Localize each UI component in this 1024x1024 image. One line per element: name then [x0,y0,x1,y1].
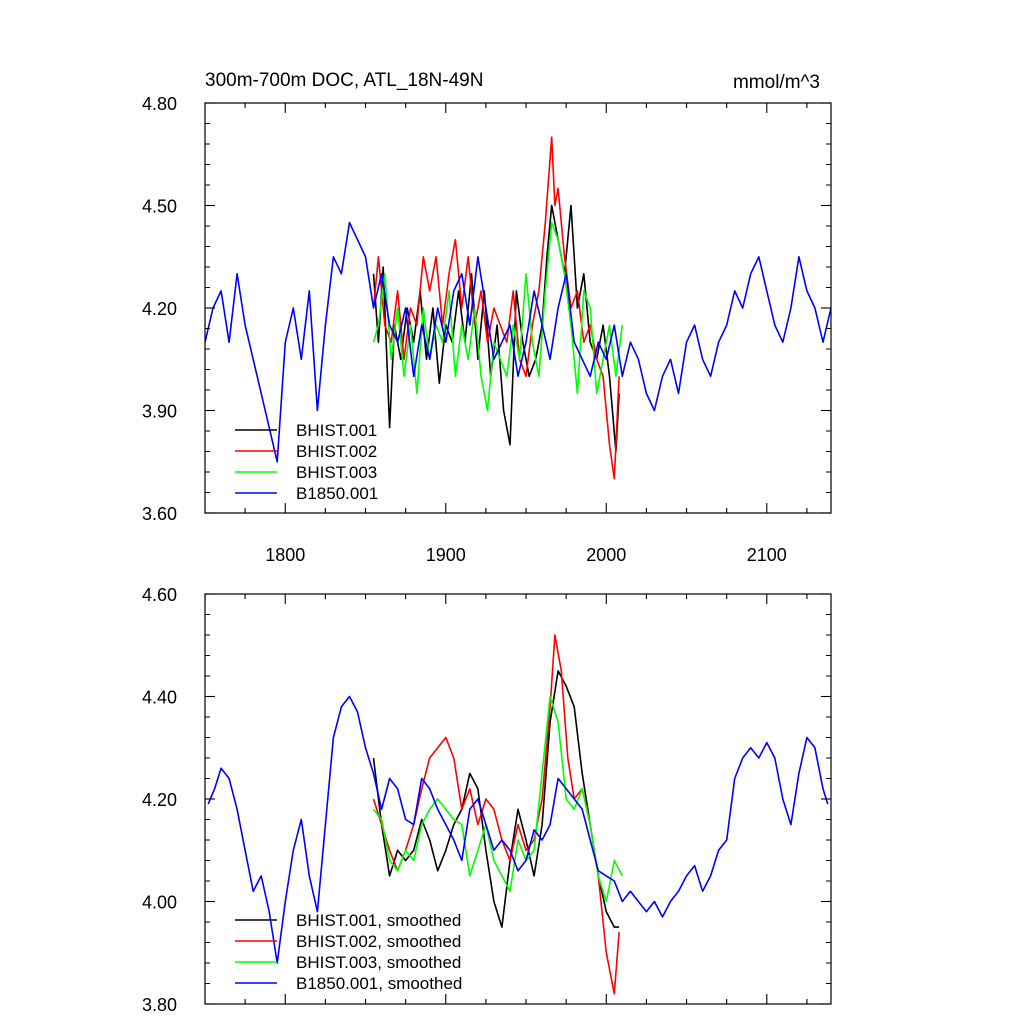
chart-panel-1: 3.60 3.90 4.20 4.50 4.80 1800 1900 2000 2100 300m… [142,70,832,565]
chart-units: mmol/m^3 [733,72,820,93]
y-tick-label: 4.50 [142,197,177,217]
series-line-4 [205,221,831,463]
y-tick-label: 3.80 [142,995,177,1015]
series-group [207,634,829,995]
x-tick-label: 2000 [586,545,626,565]
legend-entry: BHIST.001 [296,421,377,440]
chart-title: 300m-700m DOC, ATL_18N-49N [205,70,483,91]
x-tick-label: 1800 [265,545,305,565]
y-tick-label: 4.40 [142,688,177,708]
series-line-3 [372,695,624,903]
y-tick-label: 3.90 [142,402,177,422]
legend-entry: BHIST.002, smoothed [296,932,461,951]
y-tick-label: 4.60 [142,585,177,605]
series-line-1 [372,670,620,928]
legend-entry: B1850.001, smoothed [296,974,462,993]
series-line-4 [207,695,829,964]
series-group [205,136,831,480]
legend-entry: BHIST.002 [296,442,377,461]
x-tick-label: 1900 [426,545,466,565]
chart-panel-2: 3.80 4.00 4.20 4.40 4.60 BHIST.001, smoothed B… [142,585,832,1015]
y-tick-label: 4.20 [142,790,177,810]
y-tick-label: 3.60 [142,504,177,524]
legend-entry: BHIST.001, smoothed [296,911,461,930]
y-tick-label: 4.00 [142,893,177,913]
legend-entry: B1850.001 [296,484,378,503]
legend-entry: BHIST.003, smoothed [296,953,461,972]
y-tick-label: 4.20 [142,299,177,319]
legend-entry: BHIST.003 [296,463,377,482]
series-line-2 [372,136,620,480]
y-tick-label: 4.80 [142,94,177,114]
x-tick-label: 2100 [747,545,787,565]
